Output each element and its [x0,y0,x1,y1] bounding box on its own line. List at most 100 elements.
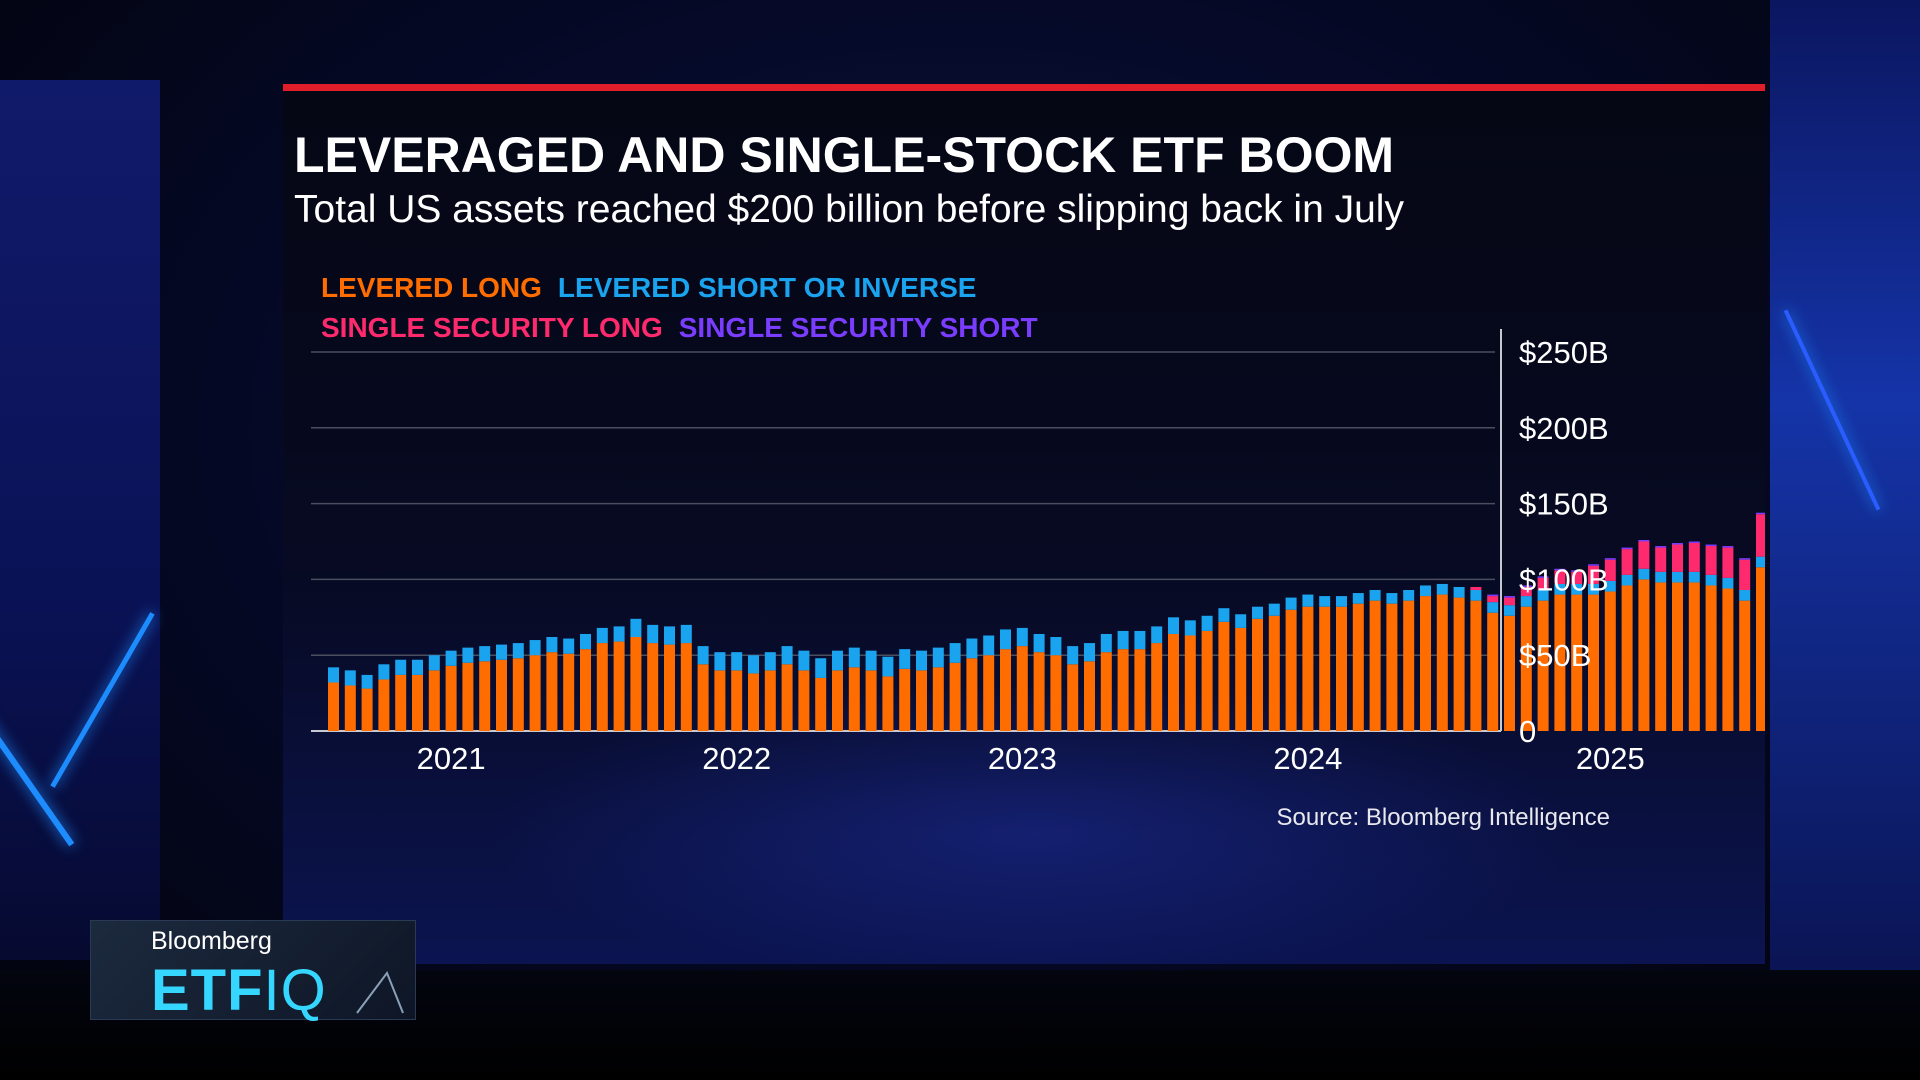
bar-segment-levered-long [1621,585,1633,731]
bar-segment-levered-short-or-inverse [865,650,877,671]
bar-segment-single-security-short [1688,541,1700,544]
bar-segment-levered-long [1050,655,1062,731]
bar-segment-single-security-short [1705,544,1717,547]
bar-segment-levered-short-or-inverse [1453,586,1465,598]
bar-segment-levered-long [1487,612,1499,731]
x-tick-label: 2022 [702,741,771,776]
bar-segment-levered-long [1000,649,1011,731]
bar-segment-levered-short-or-inverse [798,650,810,671]
bar-segment-levered-long [664,644,675,731]
bar-segment-single-security-short [1756,512,1765,515]
bar-segment-levered-short-or-inverse [832,650,843,671]
bar-segment-single-security-long [1621,549,1633,575]
bar-segment-levered-short-or-inverse [1184,620,1196,636]
bar-segment-levered-long [1739,600,1751,731]
bar-segment-single-security-long [1554,570,1566,584]
bar-segment-levered-short-or-inverse [815,658,827,678]
bar-segment-levered-short-or-inverse [1554,583,1566,595]
bar-segment-levered-long [1302,606,1314,731]
bar-segment-single-security-long [1705,546,1717,575]
bar-segment-levered-long [1420,596,1431,731]
bar-segment-levered-long [496,659,507,731]
bar-segment-single-security-short [1537,576,1549,578]
chart-source: Source: Bloomberg Intelligence [1276,804,1610,831]
bar-segment-levered-long [1336,606,1347,731]
bar-segment-levered-short-or-inverse [1050,637,1062,656]
y-tick-label: $100B [1519,562,1609,597]
bar-segment-levered-short-or-inverse [1520,596,1532,607]
bar-segment-levered-short-or-inverse [1268,603,1280,616]
bar-segment-single-security-long [1588,565,1599,584]
y-tick-label: $50B [1519,638,1591,673]
bar-segment-single-security-long [1604,559,1616,581]
bar-segment-single-security-short [1739,558,1751,560]
chart-title: LEVERAGED AND SINGLE-STOCK ETF BOOM [294,127,1395,183]
bar-segment-single-security-long [1756,514,1765,557]
bar-segment-levered-short-or-inverse [983,635,995,656]
bar-segment-levered-short-or-inverse [546,637,558,653]
bar-segment-levered-short-or-inverse [1470,590,1482,601]
bar-segment-single-security-long [1655,547,1667,572]
bar-segment-levered-short-or-inverse [1655,571,1667,583]
bar-segment-levered-long [1268,615,1280,731]
bar-segment-levered-short-or-inverse [731,652,743,671]
bar-segment-levered-long [1352,603,1364,731]
bar-segment-levered-long [1588,594,1599,731]
bar-segment-levered-short-or-inverse [395,659,407,675]
bar-segment-levered-short-or-inverse [680,624,692,644]
bar-segment-single-security-long [1688,543,1700,572]
bar-segment-levered-long [580,649,591,731]
bar-segment-levered-short-or-inverse [412,659,423,675]
bar-segment-levered-short-or-inverse [781,646,793,665]
bar-segment-levered-long [563,653,575,731]
bar-segment-levered-long [1016,646,1028,731]
bar-segment-levered-long [1252,618,1263,731]
bar-segment-levered-long [1134,649,1146,731]
bar-segment-levered-long [630,637,642,731]
bar-segment-levered-long [1504,615,1515,731]
bar-segment-levered-long [1705,585,1717,731]
bar-segment-levered-long [1655,582,1667,731]
bar-segment-single-security-short [1655,546,1667,548]
bar-segment-levered-short-or-inverse [1168,617,1179,634]
bar-segment-levered-short-or-inverse [1487,602,1499,613]
bar-segment-levered-long [1638,579,1650,731]
bar-segment-levered-long [1672,582,1683,731]
show-name-suffix: IQ [263,958,327,1023]
bar-segment-levered-short-or-inverse [1100,633,1112,653]
x-tick-label: 2024 [1273,741,1342,776]
studio-background-right [1770,0,1920,1000]
network-name: Bloomberg [151,927,272,955]
bar-segment-single-security-short [1571,570,1583,572]
bar-segment-levered-short-or-inverse [1638,568,1650,580]
bar-segment-single-security-short [1621,547,1633,550]
bar-segment-single-security-short [1722,546,1734,548]
bar-segment-levered-long [1067,664,1079,731]
bar-segment-levered-short-or-inverse [697,646,709,665]
bar-segment-single-security-short [1638,539,1650,542]
show-logo: Bloomberg ETFIQ [90,920,416,1023]
bar-segment-levered-long [328,682,339,731]
bar-segment-levered-long [781,664,793,731]
chart-plot: 0 $50B $100B $150B $200B $250B 2021 2022 2023 202… [311,329,1765,776]
bar-segment-levered-long [966,658,978,731]
bar-segment-levered-short-or-inverse [1369,590,1381,601]
x-tick-label: 2021 [417,741,486,776]
bar-segment-levered-long [647,643,659,731]
bar-segment-levered-long [596,643,608,731]
bar-segment-levered-short-or-inverse [1722,577,1734,589]
x-tick-label: 2023 [988,741,1057,776]
bar-segment-single-security-short [1504,596,1515,598]
bar-segment-levered-short-or-inverse [344,670,356,686]
show-name: ETFIQ [151,957,327,1024]
bar-segment-levered-short-or-inverse [1134,630,1146,650]
bar-segment-levered-short-or-inverse [462,647,474,663]
bar-segment-levered-long [1369,600,1381,731]
bar-segment-levered-short-or-inverse [1285,597,1297,610]
bar-segment-levered-short-or-inverse [1420,585,1431,597]
bar-segment-levered-long [1604,591,1616,731]
legend-levered-long: LEVERED LONG [321,272,542,303]
bar-segment-levered-long [378,679,390,731]
bar-segment-levered-long [546,652,558,731]
bar-segment-levered-long [1117,649,1129,731]
